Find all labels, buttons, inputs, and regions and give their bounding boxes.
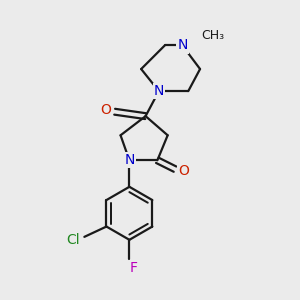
Text: Cl: Cl	[66, 233, 80, 247]
Text: O: O	[100, 103, 111, 117]
Text: F: F	[130, 261, 138, 275]
Text: O: O	[178, 164, 189, 178]
Text: N: N	[177, 38, 188, 52]
Text: N: N	[124, 153, 135, 167]
Text: N: N	[154, 84, 164, 98]
Text: CH₃: CH₃	[202, 29, 225, 42]
